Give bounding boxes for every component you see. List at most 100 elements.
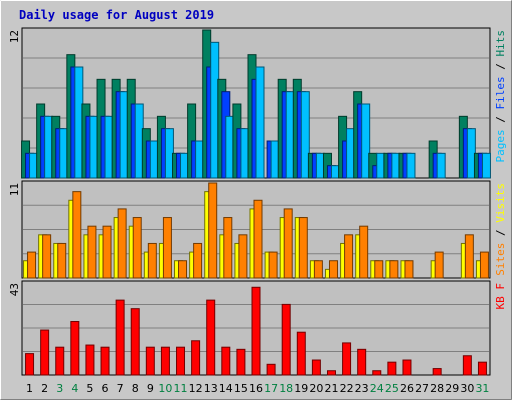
bar-pages-day-26 <box>406 152 416 179</box>
y-max-label: 12 <box>8 30 21 43</box>
x-tick-label: 5 <box>86 382 93 395</box>
x-axis: 1 2 3 4 5 6 7 8 9 10 11 12 13 14 15 16 17 18 19 20 21 22 23 24 2… <box>26 382 489 395</box>
bar-kb-f-day-5 <box>85 344 95 376</box>
bar-pages-day-23 <box>361 103 371 179</box>
x-tick-label: 23 <box>355 382 369 395</box>
panel-3: 43 KB F <box>8 280 507 376</box>
bar-kb-f-day-10 <box>160 346 170 376</box>
bar-sites-day-28 <box>434 251 444 279</box>
panel-1: 12 Pages / Files / Hits <box>8 27 507 179</box>
legend: Pages / Files / Hits <box>494 30 507 163</box>
bar-kb-f-day-19 <box>296 331 306 376</box>
bar-kb-f-day-31 <box>477 361 487 376</box>
bar-sites-day-31 <box>479 251 489 279</box>
x-tick-label: 4 <box>71 382 78 395</box>
bar-kb-f-day-12 <box>191 340 201 376</box>
bar-pages-day-16 <box>255 66 265 179</box>
bar-sites-day-18 <box>283 208 293 279</box>
bar-kb-f-day-11 <box>176 346 186 376</box>
x-tick-label: 12 <box>189 382 203 395</box>
legend-entry: Sites <box>494 243 507 276</box>
chart-panels: 12 Pages / Files / Hits 11 Sites / Visits 43… <box>8 27 507 376</box>
bar-sites-day-12 <box>193 242 203 279</box>
legend: Sites / Visits <box>494 183 507 276</box>
x-tick-label: 1 <box>26 382 33 395</box>
legend: KB F <box>494 283 507 310</box>
x-tick-label: 18 <box>279 382 293 395</box>
bar-sites-day-22 <box>344 234 354 279</box>
x-tick-label: 30 <box>460 382 474 395</box>
x-tick-label: 14 <box>219 382 233 395</box>
x-tick-label: 6 <box>102 382 109 395</box>
bar-kb-f-day-17 <box>266 363 276 376</box>
bar-kb-f-day-23 <box>357 348 367 376</box>
x-tick-label: 9 <box>147 382 154 395</box>
bar-kb-f-day-2 <box>40 329 50 376</box>
x-tick-label: 15 <box>234 382 248 395</box>
bar-sites-day-13 <box>208 182 218 279</box>
bar-kb-f-day-7 <box>115 299 125 376</box>
bar-pages-day-31 <box>481 152 491 179</box>
bar-kb-f-day-16 <box>251 286 261 376</box>
bar-sites-day-11 <box>178 260 188 279</box>
bar-kb-f-day-26 <box>402 359 412 376</box>
bar-sites-day-15 <box>238 234 248 279</box>
bar-kb-f-day-6 <box>100 346 110 376</box>
bar-sites-day-26 <box>404 260 414 279</box>
x-tick-label: 3 <box>56 382 63 395</box>
x-tick-label: 20 <box>309 382 323 395</box>
legend-entry: Hits <box>494 30 507 57</box>
x-tick-label: 29 <box>445 382 459 395</box>
bar-kb-f-day-24 <box>372 370 382 376</box>
bar-sites-day-7 <box>117 208 127 279</box>
bar-sites-day-19 <box>298 217 308 279</box>
bar-kb-f-day-15 <box>236 348 246 376</box>
bar-pages-day-19 <box>300 91 310 179</box>
bar-sites-day-20 <box>313 260 323 279</box>
bar-sites-day-2 <box>42 234 52 279</box>
x-tick-label: 19 <box>294 382 308 395</box>
bar-kb-f-day-14 <box>221 346 231 376</box>
bar-kb-f-day-20 <box>311 359 321 376</box>
bar-sites-day-10 <box>162 217 172 279</box>
bar-sites-day-24 <box>374 260 384 279</box>
x-tick-label: 28 <box>430 382 444 395</box>
bar-sites-day-5 <box>87 225 97 279</box>
bar-kb-f-day-3 <box>55 346 65 376</box>
x-tick-label: 16 <box>249 382 263 395</box>
bar-sites-day-23 <box>359 225 369 279</box>
x-tick-label: 2 <box>41 382 48 395</box>
bar-kb-f-day-1 <box>25 353 35 376</box>
bar-pages-day-28 <box>436 152 446 179</box>
bar-kb-f-day-9 <box>145 346 155 376</box>
bar-sites-day-16 <box>253 199 263 279</box>
legend-entry: Files <box>494 76 507 109</box>
bar-kb-f-day-22 <box>342 342 352 376</box>
y-max-label: 11 <box>8 183 21 196</box>
bar-kb-f-day-8 <box>130 308 140 376</box>
bar-sites-day-8 <box>132 217 142 279</box>
bar-kb-f-day-30 <box>462 355 472 376</box>
bar-sites-day-14 <box>223 217 233 279</box>
x-tick-label: 26 <box>400 382 414 395</box>
x-tick-label: 27 <box>415 382 429 395</box>
bar-kb-f-day-13 <box>206 299 216 376</box>
x-tick-label: 22 <box>340 382 354 395</box>
legend-entry: / <box>494 110 507 130</box>
bar-kb-f-day-28 <box>432 368 442 376</box>
bar-sites-day-6 <box>102 225 112 279</box>
bar-sites-day-21 <box>328 260 338 279</box>
bar-sites-day-9 <box>147 242 157 279</box>
bar-kb-f-day-4 <box>70 321 80 376</box>
legend-entry: Pages <box>494 129 507 162</box>
bar-sites-day-17 <box>268 251 278 279</box>
x-tick-label: 25 <box>385 382 399 395</box>
x-tick-label: 21 <box>324 382 338 395</box>
y-max-label: 43 <box>8 283 21 296</box>
bar-kb-f-day-21 <box>326 370 336 376</box>
legend-entry: KB F <box>494 283 507 310</box>
x-tick-label: 8 <box>132 382 139 395</box>
bar-sites-day-30 <box>464 234 474 279</box>
